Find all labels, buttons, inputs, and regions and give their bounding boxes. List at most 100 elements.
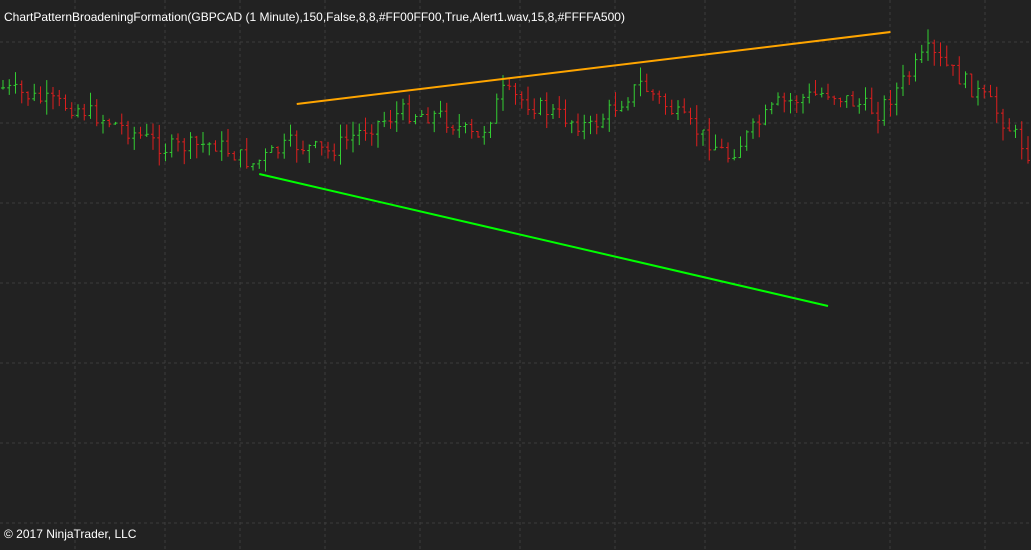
ohlc-bar	[82, 103, 87, 121]
ohlc-bar	[351, 121, 355, 153]
ohlc-bar	[669, 99, 674, 115]
ohlc-bar	[13, 72, 18, 94]
ohlc-bar	[257, 159, 262, 169]
ohlc-bar	[944, 45, 949, 67]
ohlc-bar	[319, 141, 324, 156]
ohlc-bar	[282, 133, 287, 159]
ohlc-bar	[707, 118, 712, 161]
ohlc-bar	[957, 56, 962, 85]
ohlc-bar	[263, 148, 268, 172]
price-bars	[1, 29, 1030, 172]
ohlc-bar	[313, 140, 318, 149]
ohlc-bar	[763, 104, 768, 126]
ohlc-bar	[676, 100, 680, 120]
ohlc-bar	[107, 118, 112, 128]
ohlc-bar	[194, 135, 199, 159]
ohlc-bar	[332, 143, 337, 162]
ohlc-bar	[838, 97, 843, 108]
ohlc-bar	[444, 102, 449, 133]
ohlc-bar	[851, 91, 855, 107]
ohlc-bar	[144, 123, 149, 137]
ohlc-bar	[951, 64, 955, 76]
ohlc-bar	[188, 132, 193, 159]
ohlc-bar	[688, 107, 693, 125]
ohlc-bar	[926, 29, 930, 61]
ohlc-bar	[376, 120, 380, 148]
ohlc-bar	[32, 83, 37, 102]
ohlc-bar	[44, 80, 49, 115]
ohlc-bar	[182, 138, 187, 165]
ohlc-bar	[744, 130, 749, 151]
ohlc-bar	[876, 101, 880, 134]
ohlc-bar	[238, 149, 243, 168]
ohlc-bar	[894, 82, 899, 116]
ohlc-bar	[1026, 136, 1030, 164]
ohlc-bar	[519, 91, 524, 109]
ohlc-bar	[363, 117, 368, 141]
ohlc-bar	[413, 114, 418, 125]
ohlc-bar	[232, 151, 237, 161]
ohlc-bar	[438, 100, 443, 118]
ohlc-bar	[94, 99, 99, 127]
ohlc-bar	[407, 94, 412, 124]
ohlc-bar	[813, 79, 818, 96]
ohlc-bar	[19, 80, 24, 104]
ohlc-bar	[888, 89, 893, 117]
ohlc-bar	[63, 94, 68, 111]
ohlc-bar	[219, 131, 224, 161]
ohlc-bar	[863, 87, 868, 111]
ohlc-bar	[294, 130, 299, 163]
ohlc-bar	[844, 95, 849, 108]
ohlc-bar	[388, 110, 393, 129]
ohlc-bar	[869, 87, 874, 115]
ohlc-bar	[476, 131, 480, 138]
ohlc-bar	[963, 71, 968, 89]
ohlc-bar	[157, 124, 162, 166]
ohlc-bar	[626, 97, 630, 111]
ohlc-bar	[401, 98, 405, 121]
ohlc-bar	[738, 136, 743, 159]
ohlc-bar	[344, 124, 349, 150]
ohlc-bar	[526, 86, 530, 115]
ohlc-bar	[488, 121, 493, 139]
ohlc-bar	[38, 86, 43, 104]
lower-trendline[interactable]	[259, 173, 829, 307]
ohlc-bar	[432, 110, 437, 133]
ohlc-bar	[1019, 121, 1024, 160]
ohlc-bar	[994, 86, 999, 123]
ohlc-bar	[576, 113, 580, 136]
copyright-text: © 2017 NinjaTrader, LLC	[4, 527, 137, 541]
upper-trendline[interactable]	[296, 31, 891, 105]
ohlc-bar	[76, 104, 80, 118]
ohlc-bar	[538, 97, 543, 116]
ohlc-bar	[201, 132, 205, 153]
ohlc-bar	[301, 140, 305, 155]
ohlc-bar	[207, 142, 212, 156]
ohlc-bar	[682, 98, 687, 114]
ohlc-bar	[694, 105, 699, 147]
ohlc-bar	[276, 146, 280, 159]
ohlc-bar	[607, 99, 612, 132]
ohlc-bar	[7, 79, 12, 95]
ohlc-bar	[307, 144, 312, 163]
ohlc-bar	[501, 75, 505, 111]
ohlc-bar	[976, 80, 980, 106]
ohlc-bar	[663, 93, 668, 115]
ohlc-bar	[551, 104, 555, 120]
ohlc-bar	[463, 122, 468, 134]
ohlc-bar	[1001, 108, 1005, 141]
ohlc-bar	[151, 123, 155, 150]
ohlc-bar	[326, 141, 330, 159]
ohlc-bar	[932, 39, 937, 66]
ohlc-bar	[826, 83, 830, 100]
ohlc-bar	[557, 96, 562, 119]
ohlc-bar	[913, 53, 918, 82]
ohlc-bar	[788, 93, 793, 114]
ohlc-bar	[801, 93, 805, 114]
ohlc-bar	[832, 95, 837, 105]
ohlc-bar	[601, 113, 605, 129]
ohlc-bar	[701, 129, 705, 146]
